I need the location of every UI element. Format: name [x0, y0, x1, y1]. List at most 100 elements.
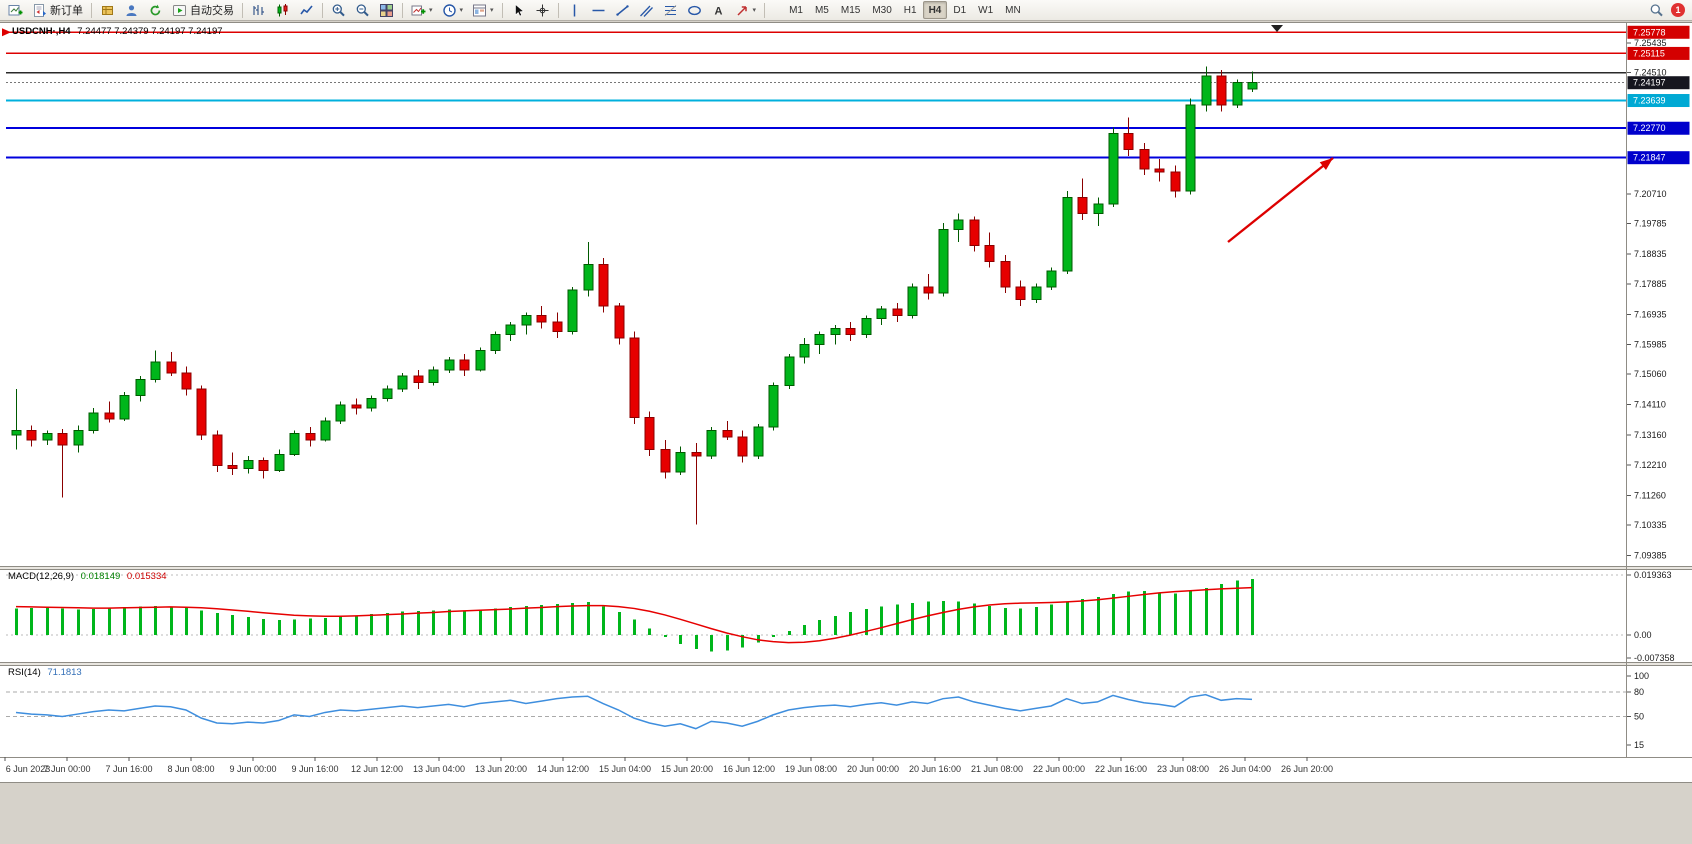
macd-signal-line — [15, 586, 1253, 644]
svg-text:A: A — [714, 5, 722, 17]
svg-text:7.22770: 7.22770 — [1633, 123, 1666, 133]
horizontal-line-objects[interactable] — [6, 31, 1626, 159]
svg-text:7.12210: 7.12210 — [1634, 460, 1667, 470]
price-axis[interactable]: 7.25435 7.24510 7.20710 7.19785 7.18835 7.178… — [1627, 25, 1690, 561]
svg-text:7.21847: 7.21847 — [1633, 153, 1666, 163]
arrows-tool-icon — [737, 5, 747, 16]
svg-text:7.14110: 7.14110 — [1634, 400, 1666, 410]
search-button[interactable] — [1645, 1, 1668, 19]
chart-shift-marker[interactable] — [1271, 25, 1283, 32]
toolbar-separator — [322, 2, 323, 18]
svg-text:8 Jun 08:00: 8 Jun 08:00 — [167, 764, 214, 774]
svg-text:80: 80 — [1634, 687, 1644, 697]
refresh-button[interactable] — [144, 1, 167, 19]
profile-button[interactable] — [120, 1, 143, 19]
line-chart-icon — [300, 4, 313, 14]
svg-text:12 Jun 12:00: 12 Jun 12:00 — [351, 764, 403, 774]
horizontal-line-icon — [592, 9, 605, 11]
toolbar-separator — [91, 2, 92, 18]
templates-icon — [473, 4, 487, 16]
timeframe-m1-button[interactable]: M1 — [783, 1, 809, 19]
zoom-in-icon — [332, 3, 345, 16]
svg-text:7.25115: 7.25115 — [1633, 48, 1665, 58]
shapes-icon — [687, 5, 701, 15]
panel-frames — [0, 22, 1692, 783]
text-icon: A — [714, 5, 722, 17]
arrows-button[interactable]: ▾ — [731, 1, 761, 19]
zoom-in-button[interactable] — [327, 1, 350, 19]
autotrading-icon — [173, 4, 186, 16]
channel-button[interactable] — [635, 1, 658, 19]
fibonacci-button[interactable] — [659, 1, 682, 19]
trend-arrow-annotation[interactable] — [1227, 157, 1334, 243]
timeframe-w1-button[interactable]: W1 — [972, 1, 999, 19]
svg-text:7.15060: 7.15060 — [1634, 369, 1667, 379]
crosshair-button[interactable] — [531, 1, 554, 19]
timeframe-h4-button[interactable]: H4 — [922, 1, 948, 19]
macd-main-value: 0.018149 — [80, 571, 121, 582]
chart-ohlc: 7.24477 7.24379 7.24197 7.24197 — [77, 26, 223, 37]
tile-windows-icon — [380, 3, 393, 17]
horizontal-line-button[interactable] — [587, 1, 610, 19]
timeframe-m15-button[interactable]: M15 — [835, 1, 866, 19]
zoom-out-button[interactable] — [351, 1, 374, 19]
cursor-button[interactable] — [507, 1, 530, 19]
timeframe-h1-button[interactable]: H1 — [898, 1, 923, 19]
svg-text:-0.007358: -0.007358 — [1634, 653, 1675, 663]
autotrading-button[interactable]: 自动交易 — [168, 1, 238, 19]
chart-symbol-period: USDCNH·,H4 — [12, 26, 71, 37]
macd-signal-value: 0.015334 — [126, 571, 167, 582]
market-watch-button[interactable] — [96, 1, 119, 19]
svg-text:7.11260: 7.11260 — [1634, 490, 1666, 500]
vertical-line-icon — [573, 4, 575, 16]
templates-button[interactable]: ▾ — [468, 1, 498, 19]
timeframe-d1-button[interactable]: D1 — [947, 1, 972, 19]
indicators-button[interactable]: ▾ — [407, 1, 437, 19]
bar-chart-button[interactable] — [247, 1, 270, 19]
svg-text:13 Jun 20:00: 13 Jun 20:00 — [475, 764, 527, 774]
svg-text:20 Jun 00:00: 20 Jun 00:00 — [847, 764, 899, 774]
text-button[interactable]: A — [707, 1, 730, 19]
timeframe-mn-button[interactable]: MN — [999, 1, 1027, 19]
market-watch-icon — [102, 5, 113, 15]
vertical-line-button[interactable] — [563, 1, 586, 19]
notification-badge[interactable]: 1 — [1671, 3, 1685, 17]
svg-text:19 Jun 08:00: 19 Jun 08:00 — [785, 764, 837, 774]
svg-text:26 Jun 04:00: 26 Jun 04:00 — [1219, 764, 1271, 774]
svg-text:15 Jun 20:00: 15 Jun 20:00 — [661, 764, 713, 774]
new-order-label: 新订单 — [50, 5, 83, 17]
svg-text:26 Jun 20:00: 26 Jun 20:00 — [1281, 764, 1333, 774]
trendline-button[interactable] — [611, 1, 634, 19]
new-order-button[interactable]: 新订单 — [28, 1, 87, 19]
timeframe-m30-button[interactable]: M30 — [866, 1, 897, 19]
dropdown-caret: ▾ — [752, 6, 757, 14]
svg-text:13 Jun 04:00: 13 Jun 04:00 — [413, 764, 465, 774]
svg-text:7.16935: 7.16935 — [1634, 309, 1667, 319]
candlestick-chart-button[interactable] — [271, 1, 294, 19]
tile-windows-button[interactable] — [375, 1, 398, 19]
crosshair-icon — [536, 4, 549, 16]
new-chart-button[interactable] — [4, 1, 27, 19]
fibonacci-icon — [664, 4, 676, 16]
timeframe-m5-button[interactable]: M5 — [809, 1, 835, 19]
svg-text:15: 15 — [1634, 740, 1644, 750]
rsi-line — [15, 693, 1253, 730]
svg-text:22 Jun 16:00: 22 Jun 16:00 — [1095, 764, 1147, 774]
toolbar: 新订单 自动交易 ▾ ▾ ▾ — [0, 0, 1692, 21]
macd-panel: 0.019363 0.00 -0.007358 — [6, 570, 1675, 663]
svg-text:0.019363: 0.019363 — [1634, 570, 1672, 580]
line-chart-button[interactable] — [295, 1, 318, 19]
svg-text:15 Jun 04:00: 15 Jun 04:00 — [599, 764, 651, 774]
trendline-icon — [615, 4, 629, 16]
chart-canvas[interactable]: 7.25435 7.24510 7.20710 7.19785 7.18835 7.178… — [0, 22, 1692, 844]
shapes-button[interactable] — [683, 1, 706, 19]
autotrading-label: 自动交易 — [190, 5, 234, 17]
svg-text:9 Jun 16:00: 9 Jun 16:00 — [291, 764, 338, 774]
svg-text:7 Jun 00:00: 7 Jun 00:00 — [43, 764, 90, 774]
svg-text:7.17885: 7.17885 — [1634, 279, 1667, 289]
dropdown-caret: ▾ — [490, 6, 494, 14]
macd-name: MACD(12,26,9) — [8, 571, 74, 582]
svg-text:6 Jun 2023: 6 Jun 2023 — [6, 764, 51, 774]
periods-button[interactable]: ▾ — [438, 1, 468, 19]
